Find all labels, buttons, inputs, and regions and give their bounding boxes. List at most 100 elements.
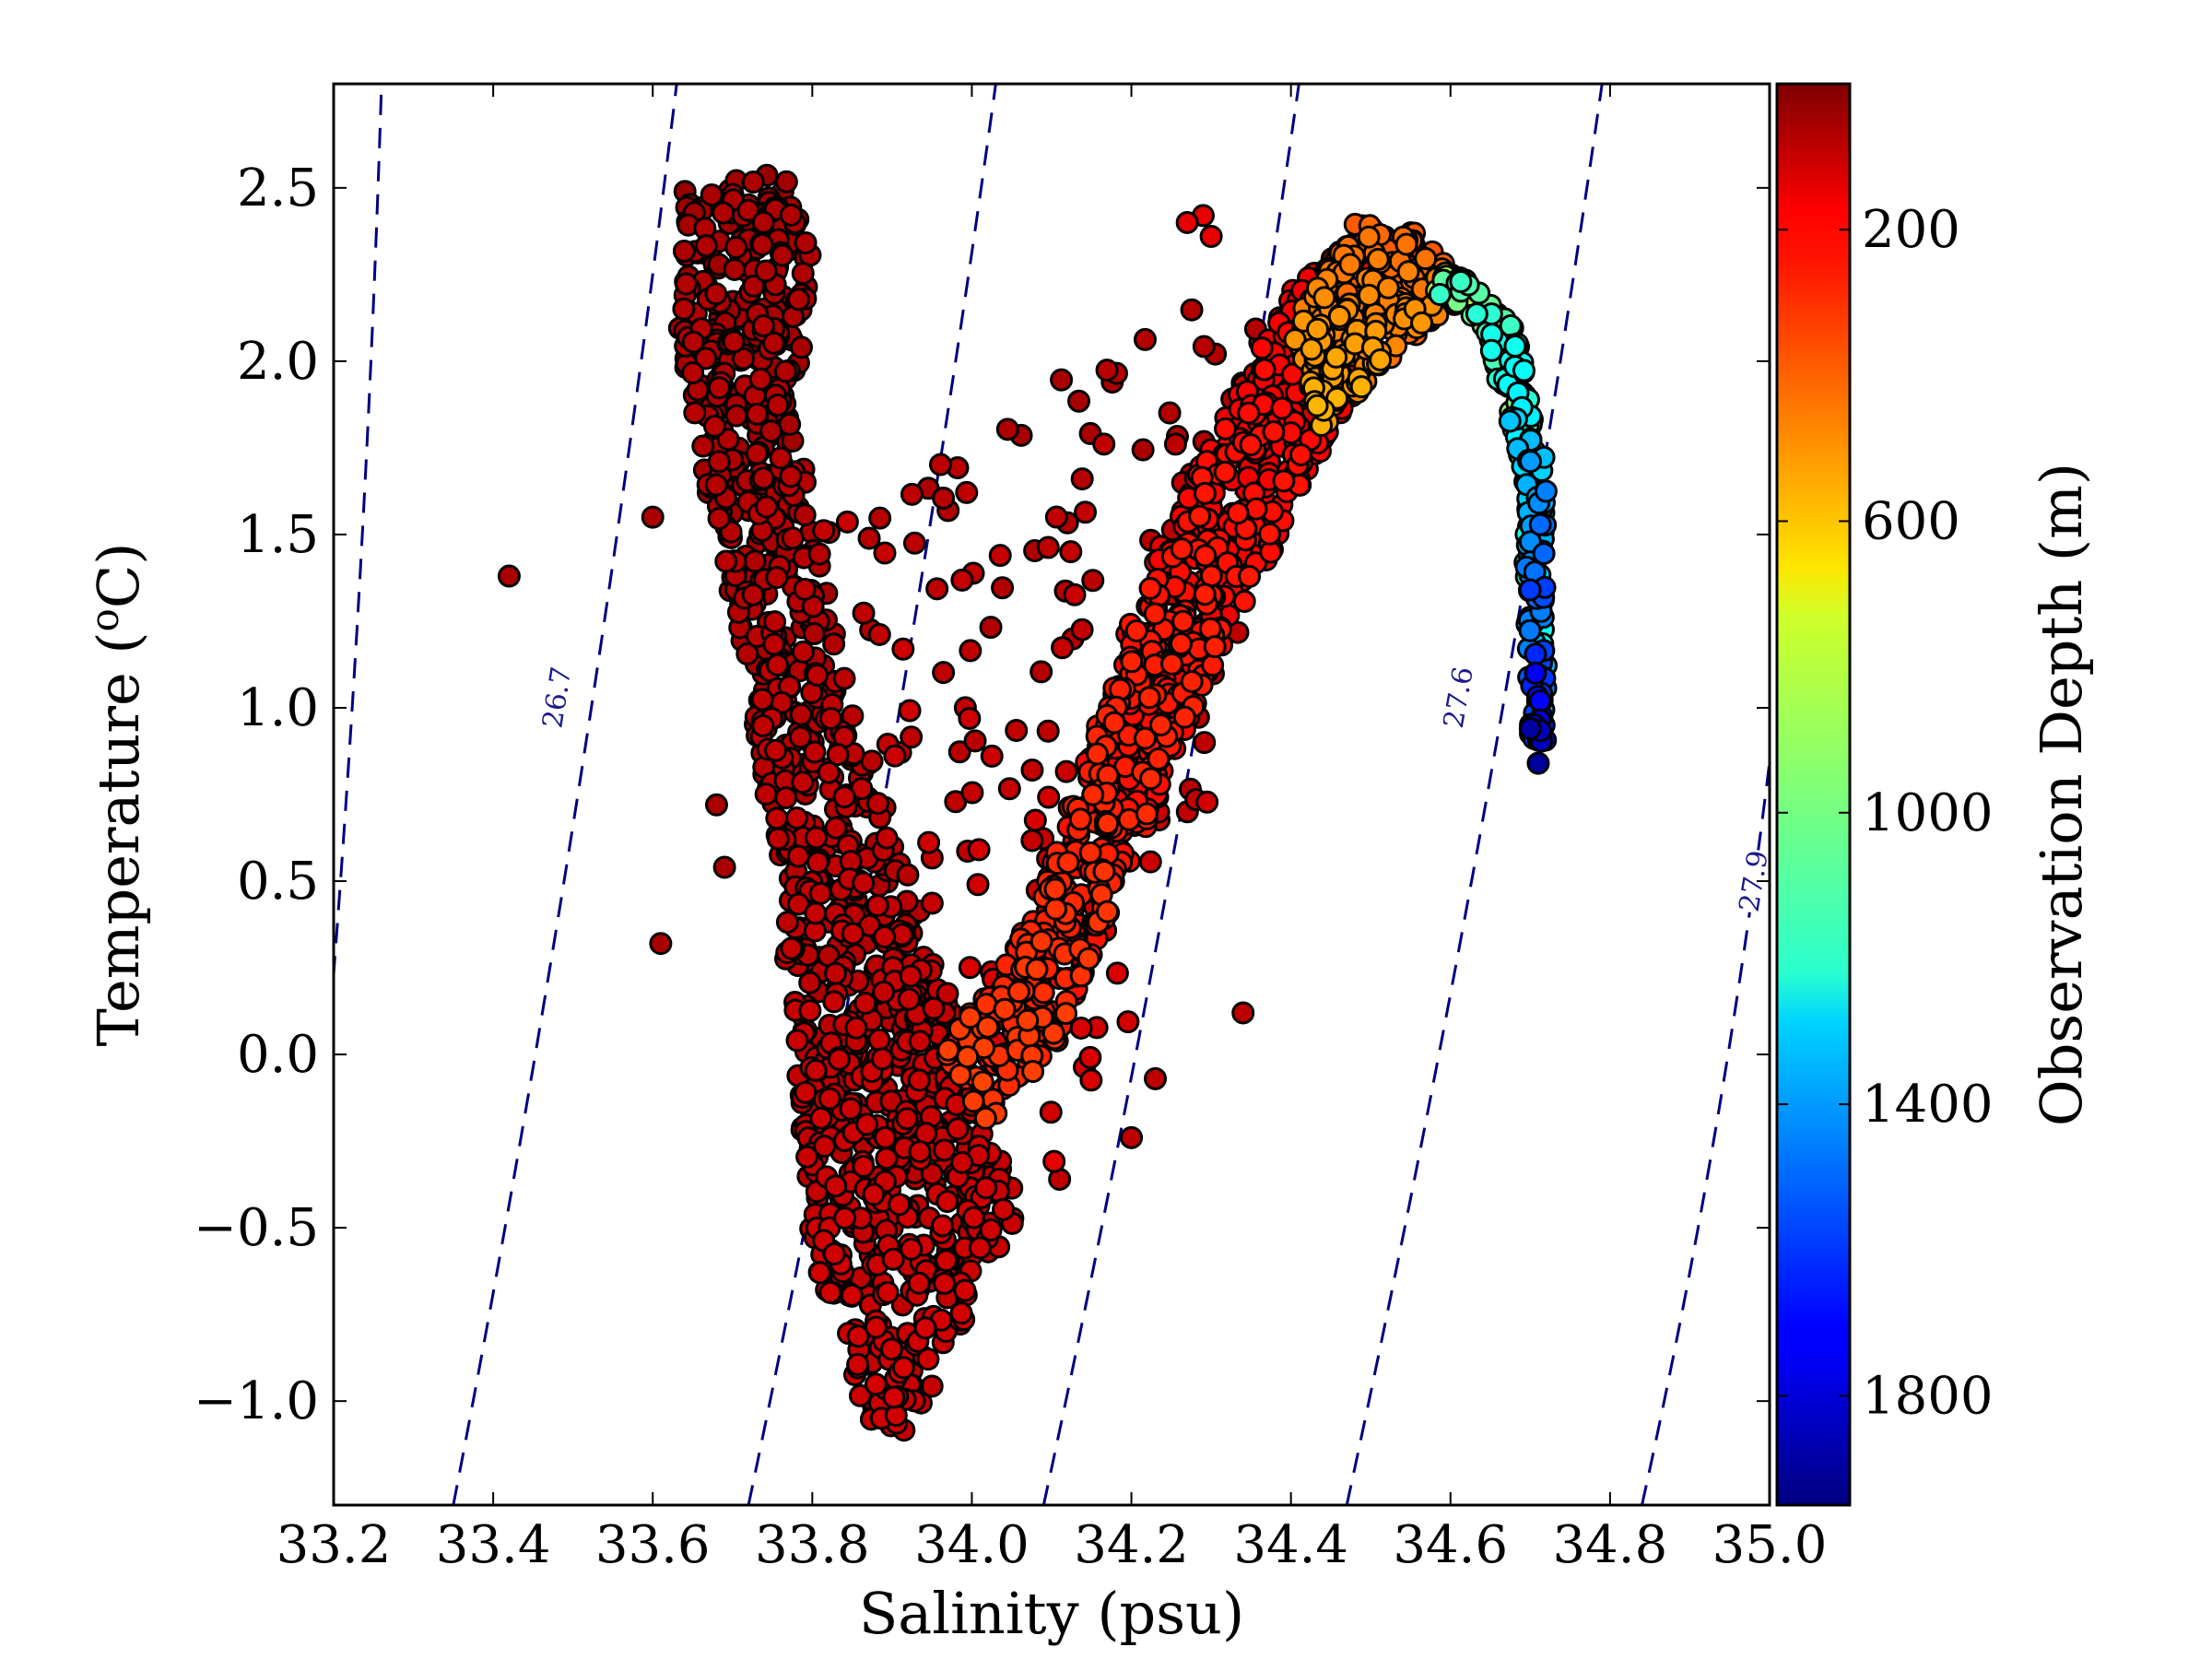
scatter-point [1193, 481, 1217, 505]
isopycnal-line [1345, 84, 1604, 1505]
scatter-point [1044, 505, 1068, 529]
scatter-point [1300, 337, 1324, 361]
scatter-point [973, 1106, 997, 1130]
y-tick-label: 1.5 [237, 505, 319, 565]
scatter-point [1102, 711, 1126, 735]
scatter-point [1063, 582, 1087, 606]
scatter-point [963, 729, 987, 753]
scatter-point [1120, 650, 1144, 674]
scatter-point [935, 982, 959, 1006]
scatter-point [873, 925, 897, 949]
scatter-point [1194, 544, 1218, 568]
scatter-point [712, 855, 736, 879]
scatter-point [935, 1249, 959, 1273]
scatter-point [841, 922, 865, 946]
scatter-point [1039, 1100, 1063, 1124]
scatter-point [852, 871, 876, 895]
isopycnal-line [452, 84, 678, 1505]
y-axis: −1.0 −0.5 0.0 0.5 1.0 1.5 2.0 2.5 [194, 159, 1770, 1431]
scatter-point [672, 240, 696, 264]
scatter-point [795, 1145, 819, 1169]
x-tick-label: 34.4 [1233, 1515, 1348, 1575]
x-tick-label: 34.6 [1393, 1515, 1508, 1575]
scatter-point [833, 1206, 857, 1230]
scatter-point [1095, 359, 1119, 382]
scatter-point [959, 1006, 982, 1030]
scatter-point [864, 1372, 888, 1396]
scatter-point [979, 616, 1003, 640]
scatter-point [1160, 652, 1184, 676]
scatter-point [694, 347, 718, 371]
scatter-point [1074, 500, 1098, 524]
scatter-point [1050, 368, 1074, 392]
colorbar-tick-label: 1800 [1862, 1366, 1994, 1426]
colorbar-ticks: 200 600 1000 1400 1800 [1777, 200, 1994, 1426]
scatter-point [731, 347, 755, 371]
scatter-point [1503, 335, 1527, 359]
x-tick-label: 33.8 [755, 1515, 870, 1575]
isopycnal-line [1641, 750, 1770, 1505]
scatter-point [742, 274, 766, 298]
scatter-point [853, 991, 877, 1015]
scatter-point [779, 203, 803, 227]
scatter-point [1147, 747, 1171, 771]
scatter-point [824, 816, 848, 840]
scatter-point [1135, 802, 1159, 826]
scatter-point [1138, 576, 1162, 600]
scatter-point [873, 541, 897, 565]
scatter-point [1232, 590, 1256, 614]
scatter-point [832, 666, 856, 690]
scatter-point [754, 782, 778, 806]
scatter-point [1366, 247, 1390, 271]
scatter-point [1180, 670, 1204, 694]
scatter-point [791, 262, 815, 286]
x-axis-title: Salinity (psu) [859, 1580, 1244, 1647]
scatter-point [928, 453, 952, 477]
scatter-point [873, 1125, 897, 1149]
scatter-point [818, 1280, 842, 1304]
scatter-point [1518, 578, 1542, 602]
scatter-point [955, 480, 979, 504]
scatter-point [759, 419, 783, 443]
scatter-point [897, 987, 921, 1011]
scatter-point [916, 1347, 940, 1371]
scatter-point [846, 1324, 870, 1348]
scatter-point [888, 1193, 912, 1217]
scatter-point [672, 297, 696, 321]
scatter-point [899, 964, 923, 988]
scatter-point [866, 792, 890, 816]
scatter-point [723, 257, 747, 281]
x-tick-label: 34.8 [1553, 1515, 1668, 1575]
scatter-point [798, 971, 822, 994]
x-tick-label: 33.2 [276, 1515, 392, 1575]
scatter-point [1253, 358, 1277, 382]
scatter-points [497, 163, 1559, 1442]
scatter-point [751, 466, 775, 490]
scatter-point [775, 911, 799, 935]
scatter-point [707, 376, 731, 400]
scatter-point [707, 507, 731, 531]
scatter-point [1120, 1125, 1144, 1149]
y-tick-label: 1.0 [237, 678, 319, 738]
scatter-point [750, 232, 774, 256]
scatter-point [1092, 859, 1116, 883]
x-tick-label: 33.4 [436, 1515, 551, 1575]
scatter-point [960, 781, 984, 805]
scatter-point [898, 699, 922, 723]
scatter-point [794, 230, 818, 254]
scatter-point [891, 1356, 915, 1380]
scatter-point [993, 997, 1017, 1021]
scatter-point [1312, 286, 1336, 310]
scatter-point [867, 1028, 891, 1052]
scatter-point [741, 171, 765, 194]
scatter-point [862, 1182, 886, 1206]
scatter-point [988, 544, 1012, 568]
scatter-point [908, 1030, 932, 1053]
scatter-point [922, 996, 946, 1020]
scatter-point [743, 549, 767, 573]
scatter-point [900, 1237, 924, 1261]
scatter-point [966, 873, 990, 897]
scatter-point [1030, 660, 1053, 684]
scatter-point [920, 1374, 944, 1398]
scatter-point [865, 894, 889, 918]
